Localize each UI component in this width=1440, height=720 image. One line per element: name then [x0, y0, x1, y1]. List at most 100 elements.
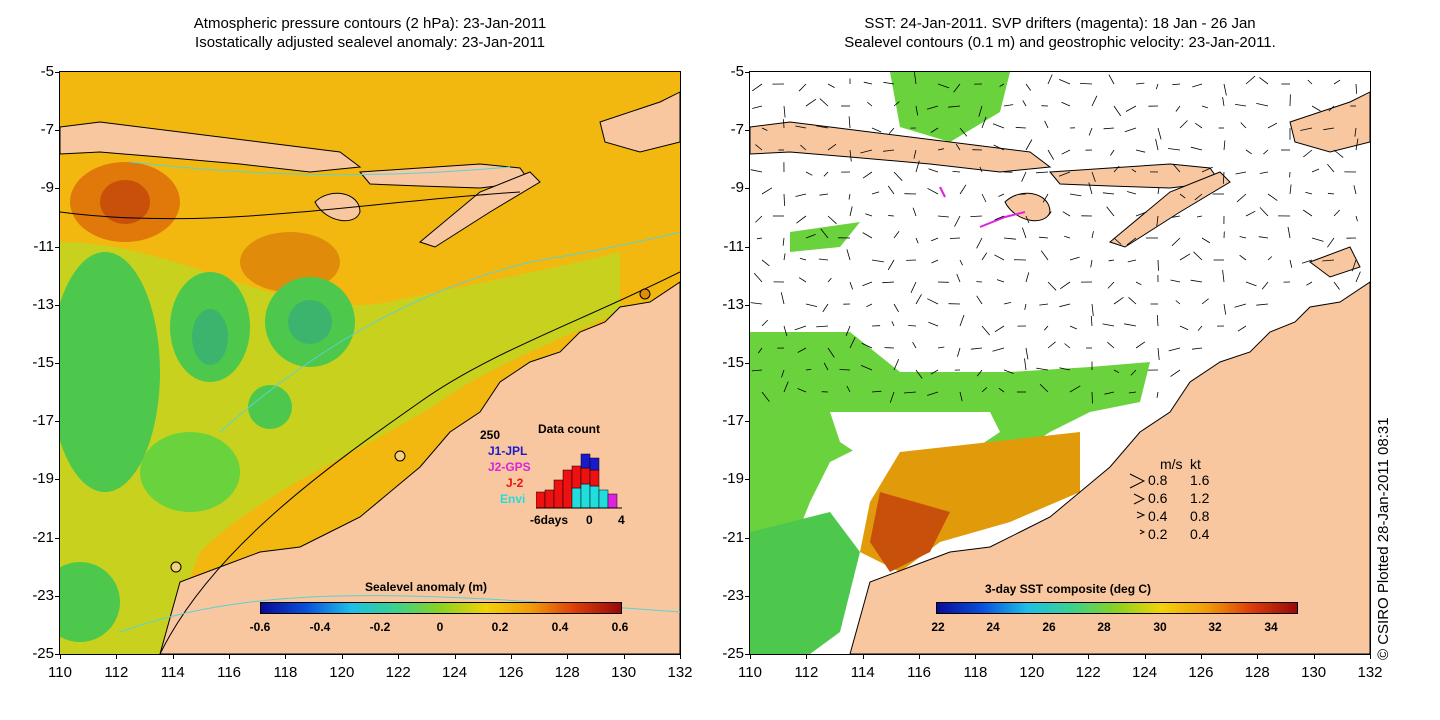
velocity-arrow	[1223, 303, 1227, 315]
velocity-arrow	[783, 253, 786, 261]
velocity-arrow	[1333, 79, 1341, 85]
velocity-arrow	[1047, 281, 1057, 291]
velocity-arrow	[1135, 341, 1146, 349]
velocity-arrow	[1179, 253, 1191, 261]
velocity-arrow	[1069, 385, 1081, 393]
velocity-arrow	[761, 319, 768, 327]
velocity-arrow	[1113, 296, 1124, 305]
velocity-arrow	[1301, 259, 1313, 264]
anomaly-low-region	[248, 385, 292, 429]
sst-colorbar-label: 3-day SST composite (deg C)	[985, 582, 1152, 596]
velocity-arrow	[953, 83, 961, 93]
velocity-arrow	[1131, 168, 1137, 173]
velocity-arrow	[1190, 279, 1203, 283]
velocity-arrow	[1322, 259, 1335, 262]
velocity-arrow	[888, 127, 895, 134]
velocity-arrow	[893, 358, 900, 371]
velocity-arrow	[1039, 383, 1049, 393]
left-longitude-tickmark	[510, 654, 512, 659]
legend-header-kt: kt	[1190, 456, 1201, 472]
velocity-arrow	[783, 193, 785, 206]
velocity-arrow	[1025, 347, 1029, 360]
velocity-arrow	[761, 259, 770, 267]
velocity-arrow	[871, 191, 880, 195]
series-label-envi: Envi	[500, 492, 526, 506]
velocity-arrow	[1237, 325, 1247, 332]
left-latitude-tick: -17	[32, 412, 54, 430]
velocity-arrow	[1069, 325, 1077, 330]
velocity-arrow	[1047, 74, 1053, 85]
velocity-arrow	[978, 105, 983, 117]
velocity-arrow	[1179, 120, 1188, 129]
velocity-arrow	[1039, 236, 1049, 239]
velocity-arrow	[1267, 193, 1278, 201]
velocity-arrow	[930, 369, 939, 375]
sst-map-canvas	[750, 72, 1370, 654]
sealevel-colorbar-tick: 0.2	[491, 620, 509, 634]
sealevel-colorbar-tick: 0	[436, 620, 444, 634]
velocity-arrow	[930, 127, 939, 133]
velocity-arrow	[1107, 281, 1115, 289]
velocity-arrow	[1059, 303, 1071, 308]
left-longitude-tickmark	[172, 654, 174, 659]
left-longitude-tickmark	[60, 654, 61, 659]
velocity-arrow	[1062, 211, 1071, 217]
velocity-arrow	[846, 385, 851, 393]
velocity-arrow	[867, 101, 873, 107]
velocity-arrow	[1256, 103, 1269, 107]
right-longitude-tickmark	[1370, 654, 1371, 659]
velocity-arrow	[1172, 163, 1181, 173]
left-longitude-tick: 118	[273, 664, 298, 681]
velocity-arrow	[848, 116, 851, 129]
right-latitude-tickmark	[745, 654, 750, 655]
velocity-arrow	[845, 325, 851, 336]
velocity-arrow	[1235, 171, 1247, 175]
velocity-arrow	[937, 148, 944, 151]
velocity-arrow	[1170, 369, 1181, 377]
velocity-arrow	[1058, 171, 1071, 177]
velocity-arrow	[1061, 101, 1071, 107]
velocity-arrow	[883, 81, 895, 85]
sst-colorbar-tick: 34	[1264, 620, 1278, 634]
velocity-arrow	[1059, 281, 1071, 290]
left-longitude-tick: 110	[48, 664, 72, 681]
velocity-arrow	[1327, 164, 1335, 173]
velocity-arrow	[848, 193, 851, 200]
java-island	[750, 121, 1052, 173]
velocity-arrow	[755, 215, 763, 223]
velocity-arrow	[1047, 149, 1055, 160]
velocity-arrow	[931, 259, 939, 264]
velocity-arrow	[1193, 251, 1203, 261]
left-latitude-tick: -5	[40, 63, 54, 80]
velocity-arrow	[794, 325, 807, 331]
left-longitude-tick: 130	[611, 664, 637, 681]
velocity-arrow	[783, 119, 785, 129]
velocity-arrow	[1171, 237, 1181, 247]
velocity-arrow	[1302, 209, 1313, 217]
velocity-arrow	[955, 143, 961, 151]
velocity-arrow	[1059, 79, 1071, 85]
velocity-arrow	[862, 171, 873, 179]
velocity-arrow	[795, 193, 807, 197]
left-latitude-tick: -21	[32, 528, 54, 546]
velocity-arrow	[797, 388, 807, 393]
tide-gauge-marker	[394, 450, 406, 462]
right-title-line1: SST: 24-Jan-2011. SVP drifters (magenta)…	[864, 15, 1256, 32]
velocity-arrow	[1223, 83, 1227, 96]
legend-kt-value: 1.6	[1190, 472, 1210, 488]
svp-drifter-track	[939, 186, 946, 198]
velocity-arrow	[819, 98, 829, 107]
velocity-arrow	[1156, 391, 1159, 398]
velocity-arrow	[751, 83, 763, 92]
anomaly-low-core	[192, 309, 228, 365]
velocity-legend: m/s kt 0.8 1.6 0.6 1.2 0.4 0.8 0.2 0.4	[1128, 456, 1238, 546]
velocity-arrow	[959, 127, 968, 137]
velocity-arrow	[783, 381, 789, 393]
velocity-arrow	[889, 391, 895, 403]
velocity-arrow	[1126, 237, 1137, 246]
velocity-arrow	[816, 325, 829, 328]
velocity-arrow	[1355, 215, 1358, 222]
velocity-arrow	[948, 105, 961, 108]
velocity-arrow	[1091, 303, 1094, 316]
velocity-arrow	[805, 303, 818, 307]
